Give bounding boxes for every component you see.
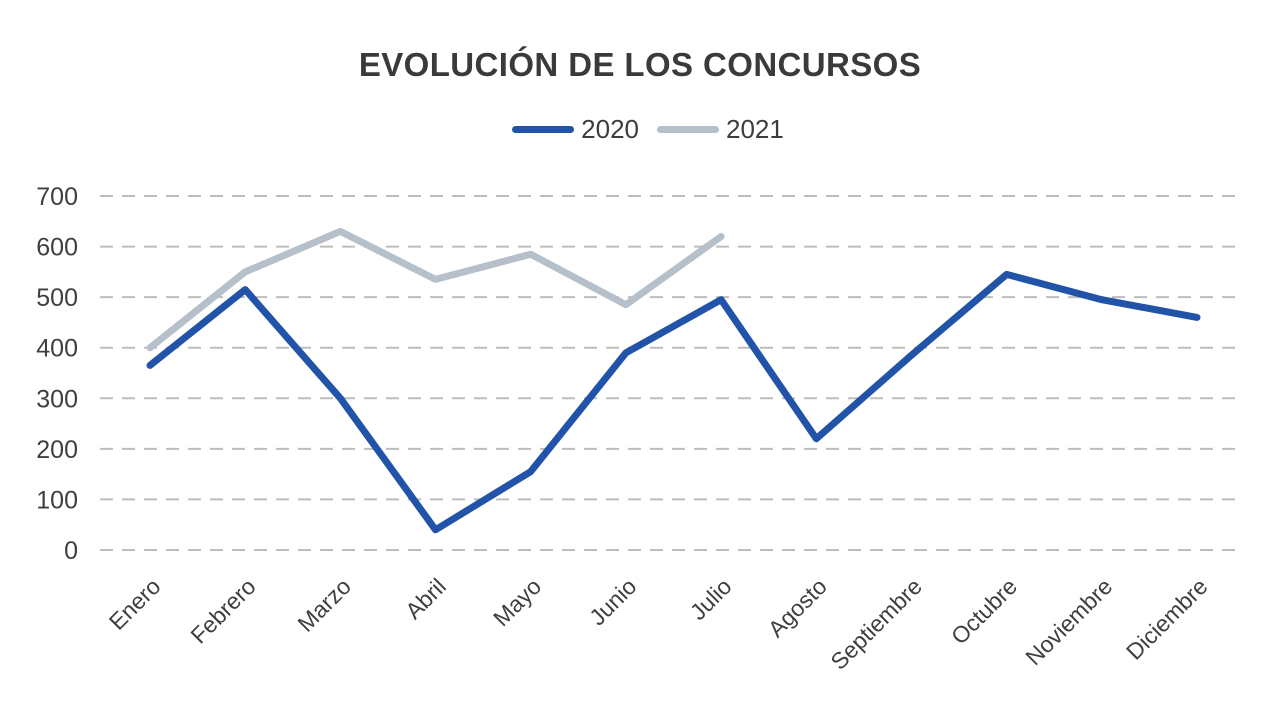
x-axis-tick-noviembre: Noviembre <box>1020 573 1117 670</box>
legend-label-2021: 2021 <box>726 114 784 144</box>
x-axis-tick-julio: Julio <box>685 573 737 625</box>
y-axis-tick-400: 400 <box>36 335 78 363</box>
y-axis-tick-300: 300 <box>36 385 78 413</box>
y-axis-tick-200: 200 <box>36 436 78 464</box>
chart-title: EVOLUCIÓN DE LOS CONCURSOS <box>358 46 922 83</box>
x-axis-tick-febrero: Febrero <box>185 573 260 648</box>
y-axis-tick-700: 700 <box>36 183 78 211</box>
legend-item-2020: 2020 <box>512 116 639 142</box>
legend-item-2021: 2021 <box>657 116 784 142</box>
x-axis-tick-diciembre: Diciembre <box>1121 573 1213 665</box>
y-axis-tick-500: 500 <box>36 284 78 312</box>
legend-swatch-2021 <box>657 125 719 133</box>
y-axis-tick-0: 0 <box>64 537 78 565</box>
series-line-2020 <box>146 270 1201 534</box>
y-axis-tick-600: 600 <box>36 234 78 262</box>
x-axis-tick-septiembre: Septiembre <box>825 573 927 675</box>
legend-label-2020: 2020 <box>581 114 639 144</box>
x-axis-tick-agosto: Agosto <box>763 573 832 642</box>
x-axis-tick-junio: Junio <box>584 573 641 630</box>
x-axis-tick-octubre: Octubre <box>946 573 1022 649</box>
x-axis-tick-abril: Abril <box>400 573 451 624</box>
legend-swatch-2020 <box>512 125 575 133</box>
y-axis-tick-100: 100 <box>36 486 78 514</box>
series-line-2021 <box>146 227 725 352</box>
x-axis-tick-mayo: Mayo <box>488 573 546 631</box>
x-axis-tick-enero: Enero <box>104 573 166 635</box>
chart-legend: 2020 2021 <box>8 116 1280 142</box>
x-axis-tick-marzo: Marzo <box>292 573 356 637</box>
